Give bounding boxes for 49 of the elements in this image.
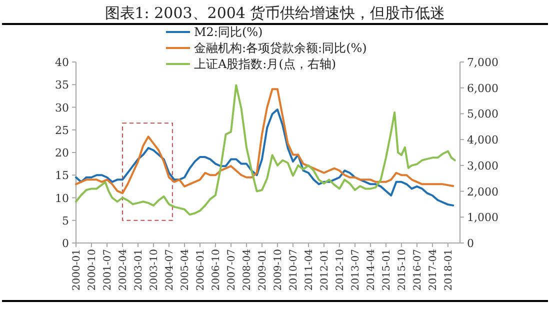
x-tick-label: 2000-10 (87, 249, 98, 291)
x-tick-label: 2017-04 (428, 249, 439, 291)
y2-tick-label: 4,000 (467, 134, 498, 147)
x-tick-label: 2012-01 (319, 249, 330, 291)
y2-tick-label: 7,000 (467, 56, 498, 69)
x-tick-label: 2002-04 (118, 249, 129, 291)
x-tick-label: 2004-07 (164, 249, 176, 291)
x-tick-label: 2003-01 (133, 249, 144, 291)
x-tick-label: 2007-07 (226, 249, 238, 291)
y2-tick-label: 2,000 (467, 185, 498, 198)
y2-tick-label: 3,000 (467, 159, 498, 172)
x-tick-label: 2006-01 (195, 249, 206, 291)
y2-tick-label: 6,000 (467, 82, 498, 95)
legend-label: 金融机构:各项贷款余额:同比(%) (194, 41, 367, 55)
chart-title: 图表1: 2003、2004 货币供给增速快，但股市低迷 (104, 4, 446, 22)
x-tick-label: 2011-04 (304, 249, 315, 291)
x-tick-label: 2015-01 (381, 249, 392, 291)
y-tick-label: 20 (55, 146, 69, 160)
x-tick-label: 2001-07 (102, 249, 114, 291)
y-tick-label: 40 (55, 56, 69, 69)
y2-tick-label: 1,000 (467, 211, 498, 224)
x-tick-label: 2015-10 (396, 249, 408, 291)
x-tick-label: 2006-10 (210, 249, 222, 291)
y-tick-label: 35 (55, 78, 69, 92)
x-tick-label: 2010-07 (288, 249, 300, 291)
x-tick-label: 2009-10 (272, 249, 284, 291)
line-series (75, 88, 454, 194)
y-tick-label: 25 (55, 124, 69, 137)
x-tick-label: 2016-07 (412, 249, 424, 291)
legend-label: 上证A股指数:月(点，右轴) (194, 57, 336, 71)
y-tick-label: 15 (55, 169, 69, 182)
y2-tick-label: 0 (467, 237, 474, 250)
x-tick-label: 2005-04 (180, 249, 191, 291)
x-tick-label: 2018-01 (443, 249, 454, 291)
x-tick-label: 2014-04 (366, 249, 377, 291)
legend-label: M2:同比(%) (194, 25, 263, 39)
y2-tick-label: 5,000 (467, 108, 498, 121)
x-tick-label: 2003-10 (148, 249, 160, 291)
y-tick-label: 5 (62, 214, 69, 228)
x-tick-label: 2008-04 (242, 249, 253, 291)
x-tick-label: 2000-01 (72, 249, 82, 291)
y-tick-label: 0 (62, 237, 69, 250)
x-tick-label: 2013-07 (350, 249, 362, 291)
line-series (75, 84, 456, 216)
x-tick-label: 2012-10 (334, 249, 346, 291)
line-series (75, 108, 454, 206)
x-tick-label: 2009-01 (257, 249, 268, 291)
y-tick-label: 10 (55, 192, 69, 205)
y-tick-label: 30 (55, 101, 69, 114)
